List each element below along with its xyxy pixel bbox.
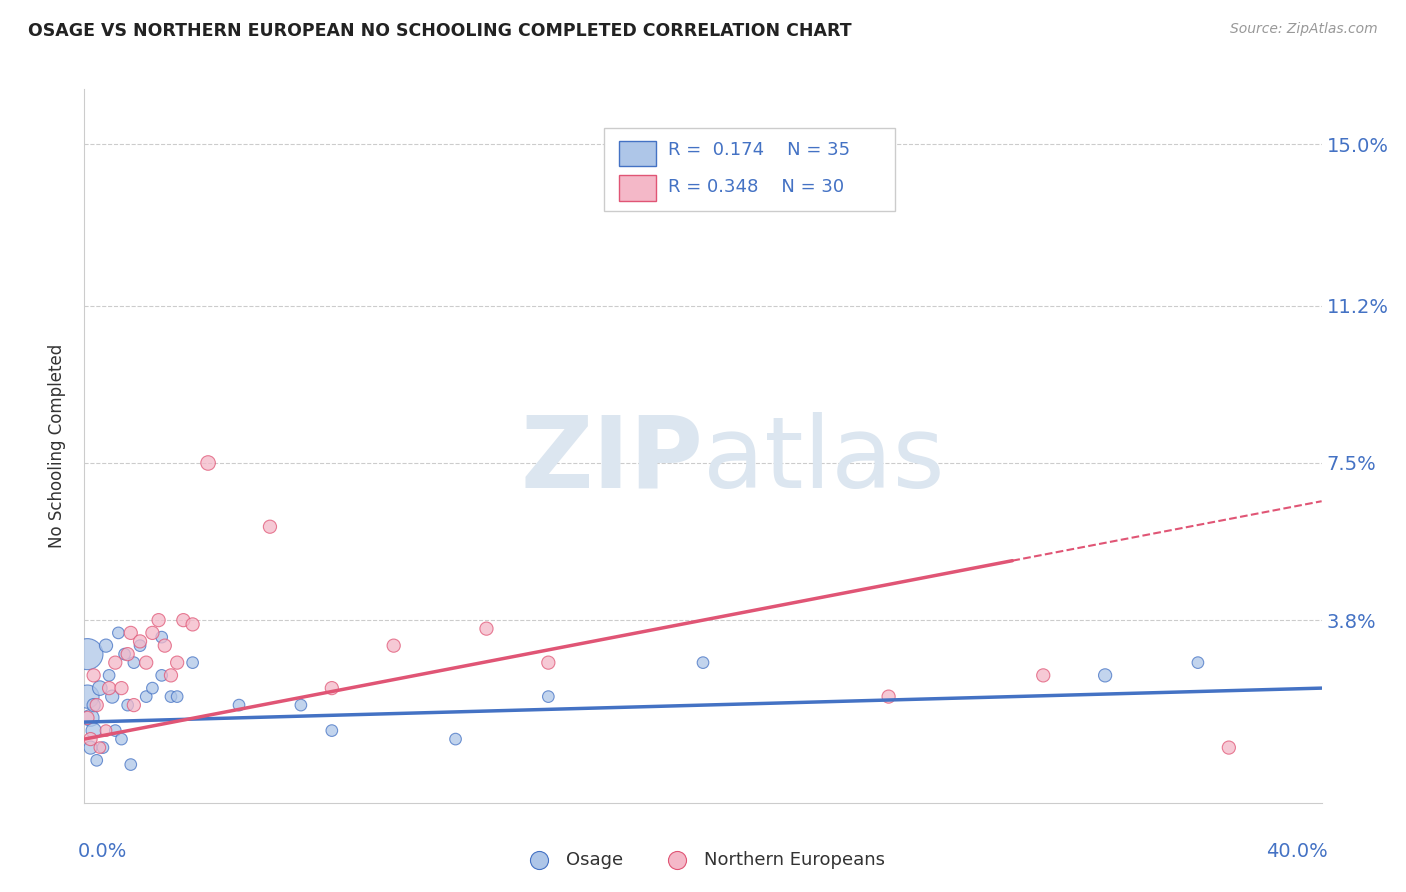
Point bbox=[1094, 668, 1116, 682]
Point bbox=[135, 690, 157, 704]
Legend: Osage, Northern Europeans: Osage, Northern Europeans bbox=[513, 844, 893, 876]
Point bbox=[172, 613, 194, 627]
Point bbox=[83, 723, 105, 738]
Point bbox=[104, 656, 127, 670]
Point bbox=[150, 630, 173, 644]
Point bbox=[181, 656, 204, 670]
Point bbox=[94, 639, 117, 653]
Point bbox=[86, 753, 108, 767]
Point bbox=[259, 519, 281, 533]
Point bbox=[79, 740, 101, 755]
Bar bbox=[619, 141, 657, 166]
Point bbox=[86, 698, 108, 712]
Point bbox=[129, 634, 152, 648]
Point bbox=[98, 681, 121, 695]
Point bbox=[1187, 656, 1209, 670]
Point bbox=[79, 732, 101, 747]
Point bbox=[1032, 668, 1054, 682]
Point bbox=[290, 698, 312, 712]
Point bbox=[141, 681, 163, 695]
Point bbox=[98, 668, 121, 682]
Point bbox=[89, 681, 111, 695]
Point bbox=[79, 711, 101, 725]
Point bbox=[537, 690, 560, 704]
Point bbox=[89, 740, 111, 755]
Point bbox=[1218, 740, 1240, 755]
Point bbox=[135, 656, 157, 670]
Point bbox=[321, 681, 343, 695]
Point bbox=[104, 723, 127, 738]
Point bbox=[692, 656, 714, 670]
Point bbox=[107, 626, 129, 640]
Text: R = 0.348    N = 30: R = 0.348 N = 30 bbox=[668, 178, 845, 196]
Text: atlas: atlas bbox=[703, 412, 945, 508]
Point bbox=[166, 690, 188, 704]
Point bbox=[129, 639, 152, 653]
Point bbox=[228, 698, 250, 712]
Point bbox=[76, 690, 98, 704]
Point bbox=[160, 690, 183, 704]
Point bbox=[382, 639, 405, 653]
Point bbox=[120, 757, 142, 772]
Text: Source: ZipAtlas.com: Source: ZipAtlas.com bbox=[1230, 22, 1378, 37]
Point bbox=[150, 668, 173, 682]
Text: 0.0%: 0.0% bbox=[79, 842, 128, 861]
Point bbox=[110, 732, 132, 747]
Y-axis label: No Schooling Completed: No Schooling Completed bbox=[48, 344, 66, 548]
Text: ZIP: ZIP bbox=[520, 412, 703, 508]
Point bbox=[475, 622, 498, 636]
Text: R =  0.174    N = 35: R = 0.174 N = 35 bbox=[668, 141, 851, 159]
Point bbox=[321, 723, 343, 738]
Point bbox=[76, 647, 98, 661]
Point bbox=[153, 639, 176, 653]
Point bbox=[537, 656, 560, 670]
Point bbox=[120, 626, 142, 640]
FancyBboxPatch shape bbox=[605, 128, 894, 211]
Point bbox=[444, 732, 467, 747]
Bar bbox=[619, 175, 657, 201]
Point bbox=[197, 456, 219, 470]
Point bbox=[141, 626, 163, 640]
Point bbox=[91, 740, 114, 755]
Point bbox=[110, 681, 132, 695]
Point bbox=[160, 668, 183, 682]
Point bbox=[83, 668, 105, 682]
Text: 40.0%: 40.0% bbox=[1265, 842, 1327, 861]
Point bbox=[101, 690, 124, 704]
Point bbox=[122, 656, 145, 670]
Point bbox=[76, 711, 98, 725]
Point bbox=[83, 698, 105, 712]
Point bbox=[117, 647, 139, 661]
Point bbox=[877, 690, 900, 704]
Point bbox=[94, 723, 117, 738]
Point bbox=[117, 698, 139, 712]
Point bbox=[181, 617, 204, 632]
Point bbox=[166, 656, 188, 670]
Text: OSAGE VS NORTHERN EUROPEAN NO SCHOOLING COMPLETED CORRELATION CHART: OSAGE VS NORTHERN EUROPEAN NO SCHOOLING … bbox=[28, 22, 852, 40]
Point bbox=[122, 698, 145, 712]
Point bbox=[114, 647, 136, 661]
Point bbox=[148, 613, 170, 627]
